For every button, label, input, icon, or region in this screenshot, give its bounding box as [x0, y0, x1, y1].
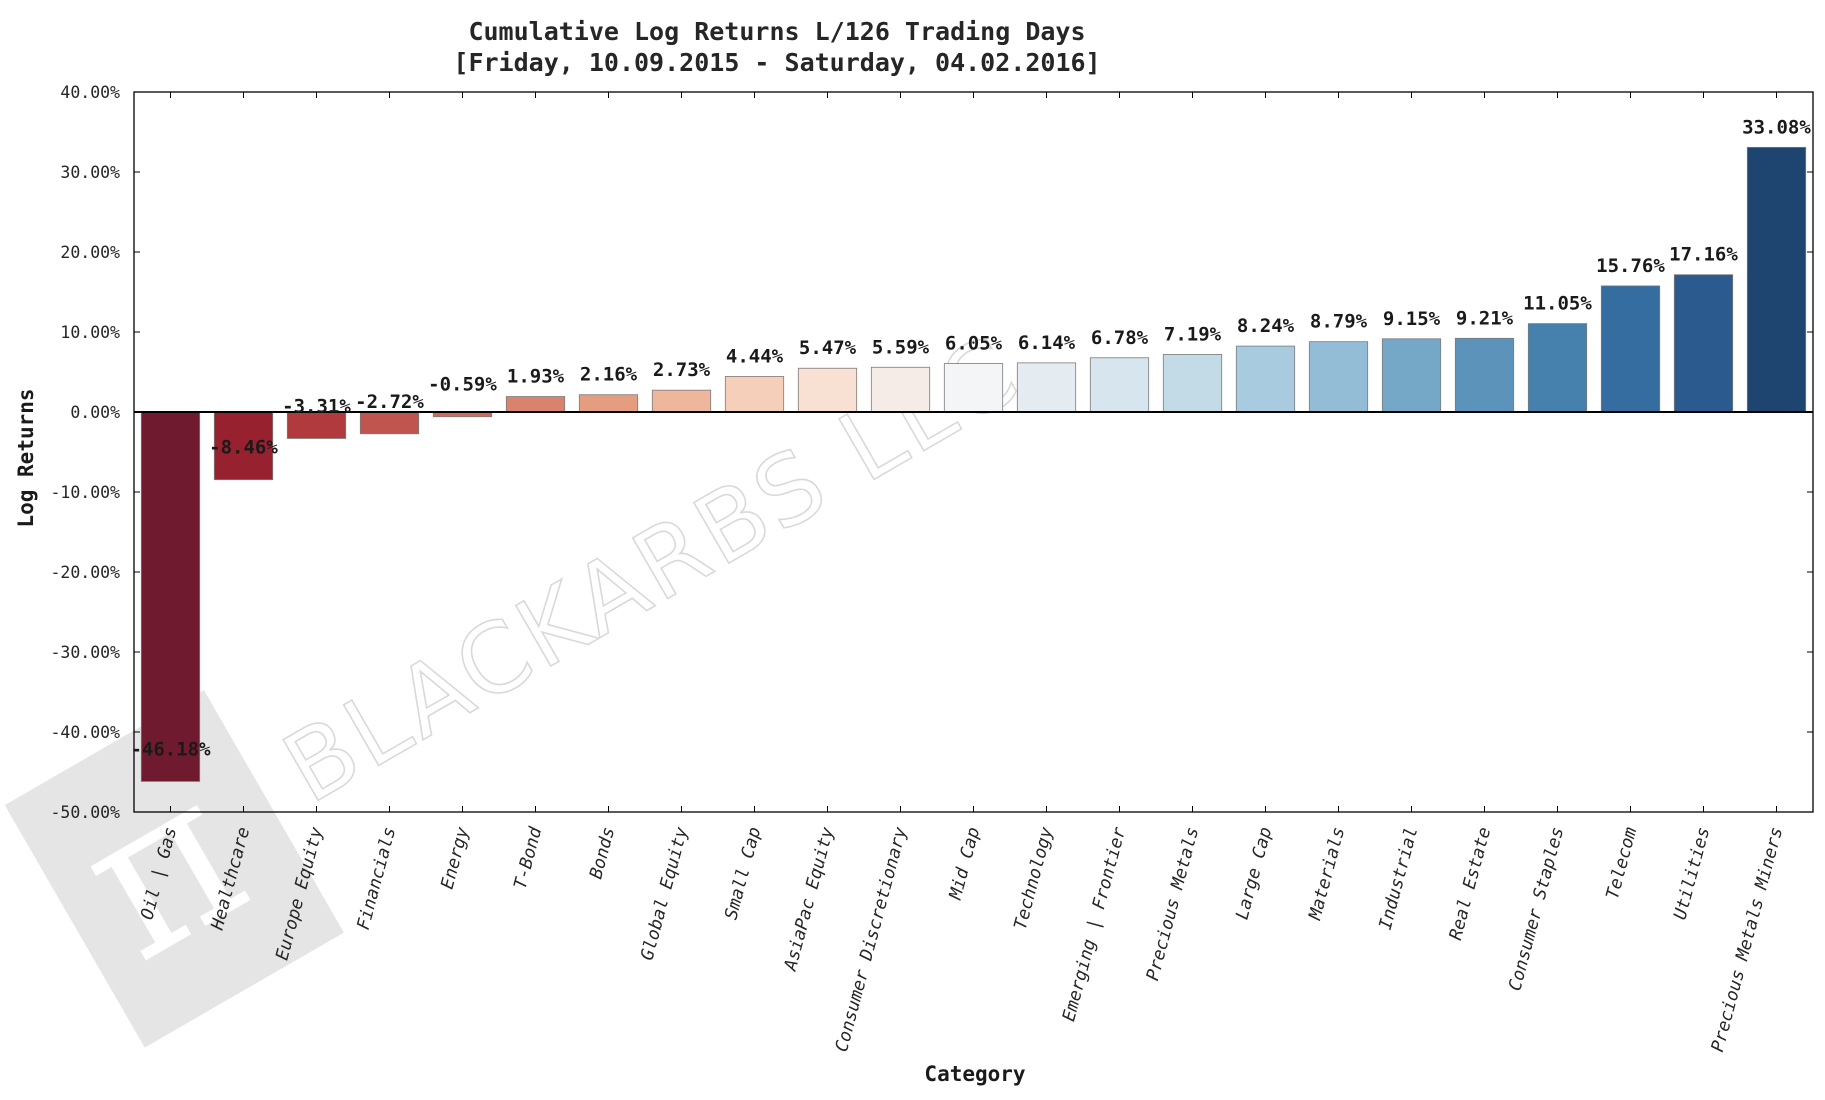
data-label: 6.14%	[1018, 332, 1076, 354]
bar-materials	[1308, 341, 1369, 413]
data-label: 9.21%	[1456, 307, 1514, 329]
y-tick-label: -20.00%	[50, 563, 120, 582]
data-label: 15.76%	[1596, 255, 1665, 277]
watermark-logo	[4, 690, 344, 1048]
data-label: 8.79%	[1310, 311, 1368, 333]
data-label: 5.59%	[872, 336, 930, 358]
x-tick-label: AsiaPac Equity	[781, 825, 839, 974]
x-axis-label: Category	[924, 1062, 1026, 1086]
chart-title: Cumulative Log Returns L/126 Trading Day…	[468, 17, 1085, 46]
data-label: 9.15%	[1383, 308, 1441, 330]
bar-utilities	[1673, 274, 1734, 413]
y-tick-label: 20.00%	[60, 243, 120, 262]
bar-industrial	[1381, 338, 1442, 413]
x-tick-label: Consumer Staples	[1505, 825, 1568, 993]
data-label: -3.31%	[282, 395, 351, 417]
x-tick-label: Utilities	[1670, 825, 1714, 922]
y-tick-label: -50.00%	[50, 803, 120, 822]
x-tick-label: Real Estate	[1446, 825, 1495, 942]
x-tick-label: Precious Metals Miners	[1708, 825, 1787, 1054]
y-tick-label: -10.00%	[50, 483, 120, 502]
data-label: 5.47%	[799, 337, 857, 359]
x-tick-label: Mid Cap	[946, 825, 985, 902]
x-tick-label: Small Cap	[721, 825, 765, 922]
bar-real-estate	[1454, 337, 1515, 413]
bar-small-cap	[724, 376, 785, 413]
data-labels-group: -46.18% -8.46%-3.31% -2.72%-0.59% 1.93% 2.16…	[130, 116, 1811, 760]
y-tick-label: 10.00%	[60, 323, 120, 342]
x-tick-label: Telecom	[1603, 825, 1642, 902]
y-axis-label: Log Returns	[14, 388, 38, 527]
bar-large-cap	[1235, 345, 1296, 413]
bar-precious-metals	[1162, 354, 1223, 413]
bar-oil-gas	[140, 411, 201, 782]
x-tick-label: Consumer Discretionary	[832, 825, 911, 1055]
bar-technology	[1016, 362, 1077, 413]
x-tick-label: Emerging | Frontier	[1059, 825, 1130, 1024]
y-tick-label: 0.00%	[70, 403, 120, 422]
x-tick-label: Financials	[354, 825, 401, 932]
x-tick-label: T-Bond	[511, 825, 547, 892]
bar-t-bond	[505, 396, 566, 413]
x-tick-label: Precious Metals	[1143, 825, 1203, 983]
data-label: 6.78%	[1091, 327, 1149, 349]
data-label: 2.16%	[580, 364, 638, 386]
bar-mid-cap	[943, 363, 1004, 413]
data-label: 4.44%	[726, 345, 784, 367]
y-tick-label: 30.00%	[60, 163, 120, 182]
bar-asiapac-equity	[797, 367, 858, 413]
data-label: -2.72%	[355, 391, 424, 413]
data-label: 11.05%	[1523, 293, 1592, 315]
data-label: 7.19%	[1164, 323, 1222, 345]
data-label: 1.93%	[507, 366, 565, 388]
data-label: -46.18%	[130, 738, 211, 760]
data-label: 17.16%	[1669, 244, 1738, 266]
x-tick-label: Energy	[438, 825, 474, 892]
bar-emerging-frontier	[1089, 357, 1150, 413]
x-tick-label: Technology	[1011, 825, 1058, 932]
data-label: -0.59%	[428, 374, 497, 396]
y-tick-label: -40.00%	[50, 723, 120, 742]
data-label: 8.24%	[1237, 315, 1295, 337]
data-label: -8.46%	[209, 437, 278, 459]
bar-consumer-staples	[1527, 323, 1588, 413]
bar-financials	[359, 411, 420, 435]
bar-global-equity	[651, 389, 712, 413]
x-tick-label: Industrial	[1376, 825, 1423, 932]
data-label: 33.08%	[1742, 116, 1811, 138]
bars-group	[140, 146, 1807, 782]
bar-healthcare	[213, 411, 274, 481]
x-tick-label: Global Equity	[638, 825, 693, 963]
chart-subtitle: [Friday, 10.09.2015 - Saturday, 04.02.20…	[453, 48, 1100, 77]
x-tick-label: Materials	[1305, 825, 1349, 923]
bar-bonds	[578, 394, 639, 413]
data-label: 2.73%	[653, 359, 711, 381]
data-label: 6.05%	[945, 333, 1003, 355]
bar-precious-metals-miners	[1746, 146, 1807, 413]
y-tick-label: 40.00%	[60, 83, 120, 102]
x-tick-label: Large Cap	[1232, 825, 1276, 922]
bar-consumer-discretionary	[870, 366, 931, 413]
bar-europe-equity	[286, 411, 347, 439]
bar-telecom	[1600, 285, 1661, 413]
x-tick-label: Bonds	[586, 825, 619, 881]
y-tick-label: -30.00%	[50, 643, 120, 662]
y-axis-ticks: 40.00% 30.00% 20.00% 10.00% 0.00% -10.00% -20.…	[50, 83, 1813, 822]
x-axis-ticks: Oil | Gas Healthcare Europe Equity Financia…	[137, 92, 1787, 1054]
